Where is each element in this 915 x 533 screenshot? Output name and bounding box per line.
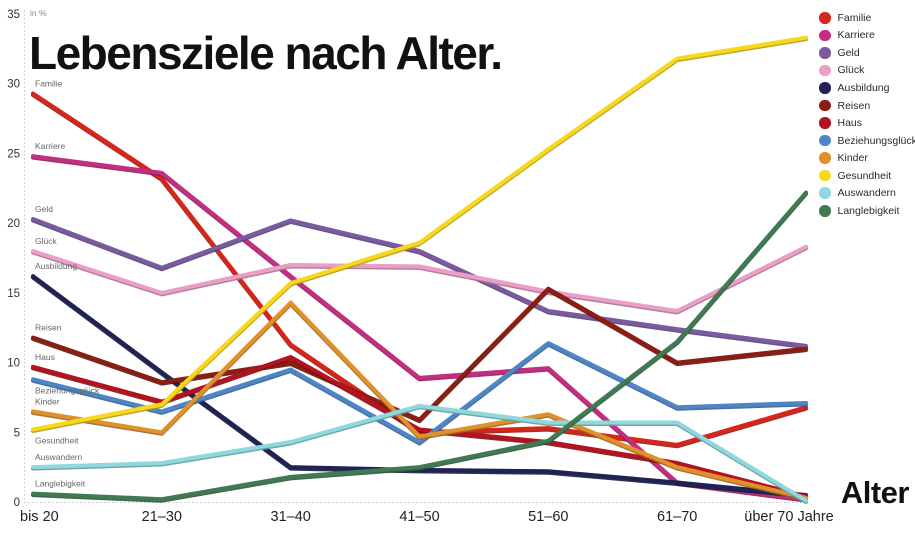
legend-item: Karriere <box>819 27 915 45</box>
y-axis-tick-label: 35 <box>7 9 20 21</box>
x-axis-label: 21–30 <box>142 509 182 525</box>
chart-legend: Familie Karriere Geld Glück Ausbildung Reisen… <box>819 9 915 220</box>
x-axis-label: bis 20 <box>20 509 59 525</box>
legend-item-label: Ausbildung <box>837 81 890 94</box>
legend-item: Beziehungsglück <box>819 132 915 150</box>
legend-color-dot-icon <box>819 47 831 59</box>
series-line-langlebigkeit <box>31 190 808 502</box>
series-line-shadow-familie <box>30 92 809 449</box>
legend-item: Langlebigkeit <box>819 202 915 220</box>
series-line-reisen <box>31 286 808 422</box>
series-line-geld <box>31 217 808 348</box>
y-axis-tick-label: 5 <box>14 427 20 439</box>
y-axis-tick-label: 30 <box>7 79 20 91</box>
legend-item: Ausbildung <box>819 79 915 97</box>
series-line-auswandern <box>31 403 808 503</box>
legend-color-dot-icon <box>819 99 831 112</box>
x-axis-title: Alter <box>840 475 910 510</box>
legend-item: Reisen <box>819 97 915 115</box>
y-axis-tick-label: 15 <box>7 288 20 300</box>
legend-color-dot-icon <box>819 64 831 77</box>
series-line-beziehungsglück <box>31 341 808 444</box>
series-start-label: Gesundheit <box>35 435 79 445</box>
series-line-shadow-gesundheit <box>30 37 809 433</box>
y-axis-tick-label: 20 <box>7 218 20 230</box>
legend-color-dot-icon <box>819 82 831 94</box>
legend-item-label: Haus <box>837 117 863 130</box>
legend-item-label: Langlebigkeit <box>837 204 900 217</box>
legend-item-label: Kinder <box>837 152 868 165</box>
series-line-shadow-langlebigkeit <box>30 191 809 503</box>
page-title: Lebensziele nach Alter. <box>29 27 503 79</box>
legend-color-dot-icon <box>819 205 831 217</box>
series-line-haus <box>31 355 808 499</box>
legend-item-label: Gesundheit <box>837 169 892 182</box>
series-start-label: Familie <box>35 78 63 88</box>
legend-color-dot-icon <box>819 29 831 42</box>
y-axis-unit-label: in % <box>30 8 47 18</box>
legend-item-label: Glück <box>837 64 865 77</box>
legend-item: Geld <box>819 44 915 62</box>
legend-item: Gesundheit <box>819 167 915 185</box>
x-axis-label: über 70 Jahre <box>744 509 833 525</box>
legend-color-dot-icon <box>819 12 831 24</box>
series-start-label: Beziehungsglück <box>35 385 100 395</box>
legend-item-label: Karriere <box>837 29 875 42</box>
legend-item: Kinder <box>819 149 915 167</box>
y-axis-tick-label: 25 <box>7 148 20 160</box>
series-line-glück <box>31 244 808 313</box>
legend-item: Familie <box>819 9 915 27</box>
legend-item-label: Familie <box>837 11 872 24</box>
series-start-label: Glück <box>35 236 57 246</box>
series-start-label: Karriere <box>35 141 66 151</box>
series-start-label: Kinder <box>35 396 60 406</box>
legend-item: Glück <box>819 62 915 80</box>
legend-item-label: Auswandern <box>837 187 896 200</box>
series-line-gesundheit <box>31 35 808 432</box>
y-axis-tick-label: 10 <box>7 358 20 370</box>
series-start-label: Ausbildung <box>35 261 77 271</box>
legend-item-label: Reisen <box>837 99 871 112</box>
series-start-label: Auswandern <box>35 452 83 462</box>
series-start-label: Langlebigkeit <box>35 479 86 489</box>
legend-color-dot-icon <box>819 187 831 199</box>
x-axis-label: 41–50 <box>399 509 439 525</box>
series-start-label: Geld <box>35 204 53 214</box>
series-line-kinder <box>31 300 808 500</box>
series-start-label: Reisen <box>35 322 62 332</box>
legend-color-dot-icon <box>819 152 831 164</box>
y-axis-tick-label: 0 <box>14 497 20 509</box>
legend-color-dot-icon <box>819 134 831 147</box>
x-axis-label: 51–60 <box>528 509 568 525</box>
x-axis-label: 31–40 <box>271 509 311 525</box>
legend-color-dot-icon <box>819 117 831 129</box>
legend-item-label: Beziehungsglück <box>837 134 915 147</box>
legend-color-dot-icon <box>819 169 831 182</box>
series-start-label: Haus <box>35 352 55 362</box>
legend-item: Haus <box>819 114 915 132</box>
x-axis-label: 61–70 <box>657 509 697 525</box>
legend-item-label: Geld <box>837 46 860 59</box>
legend-item: Auswandern <box>819 184 915 202</box>
